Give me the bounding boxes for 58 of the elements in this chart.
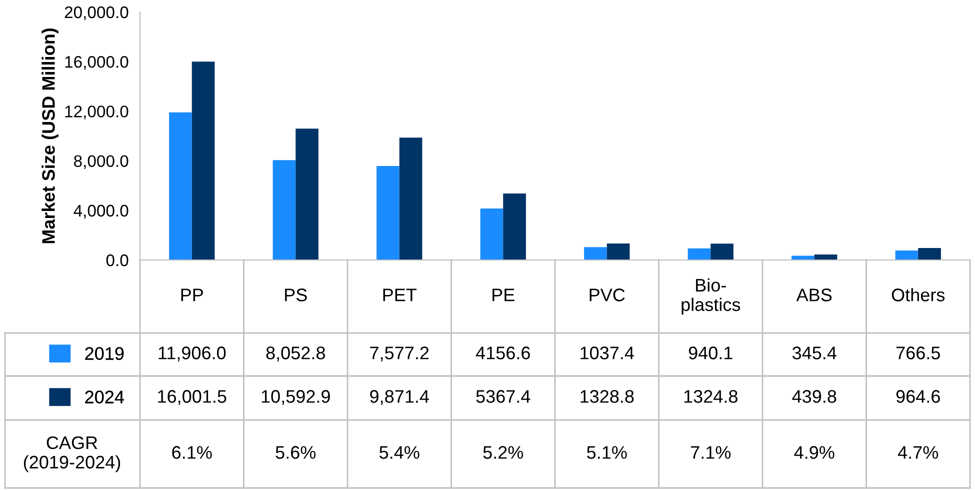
bar — [272, 160, 296, 260]
text: 4.9% — [794, 446, 834, 459]
data-label: 4156.6 — [476, 346, 530, 360]
bar — [688, 248, 711, 260]
bar — [480, 208, 504, 260]
bar — [584, 247, 607, 260]
bar — [606, 244, 630, 260]
data-label: 10,592.9 — [262, 390, 330, 405]
legend-label: 2024 — [85, 390, 124, 404]
text: 5.1% — [587, 446, 627, 459]
text: CAGR (2019-2024) — [24, 436, 120, 472]
bar — [169, 112, 192, 260]
data-label: 1324.8 — [684, 390, 738, 403]
x-tick-label: PE — [492, 288, 514, 302]
bar — [503, 193, 526, 260]
bar — [918, 248, 941, 260]
x-tick-label: Others — [892, 288, 945, 302]
bar — [376, 166, 400, 260]
y-tick-label: 4,000.0 — [74, 204, 128, 219]
data-label: 766.5 — [896, 346, 940, 360]
data-label: 940.1 — [688, 346, 732, 360]
data-label: 8,052.8 — [266, 346, 325, 362]
bar — [192, 62, 215, 260]
bar — [814, 254, 838, 260]
data-label: 1328.8 — [580, 390, 634, 403]
data-label: 964.6 — [896, 390, 940, 403]
bar — [710, 244, 734, 260]
x-tick-label: PP — [181, 288, 203, 302]
x-tick-label: Bio- plastics — [682, 278, 740, 315]
y-axis-title: Market Size (USD Million) — [42, 28, 58, 244]
data-label: 439.8 — [792, 390, 836, 403]
text: 5.6% — [276, 446, 316, 459]
x-tick-label: ABS — [796, 288, 832, 302]
data-label: 1037.4 — [580, 346, 634, 360]
text: 7.1% — [690, 446, 731, 459]
y-tick-label: 20,000.0 — [64, 6, 128, 20]
data-label: 5367.4 — [476, 390, 530, 403]
data-label: 345.4 — [792, 346, 836, 360]
data-label: 11,906.0 — [158, 346, 226, 362]
text: 5.2% — [483, 446, 524, 459]
y-tick-label: 12,000.0 — [65, 106, 128, 120]
y-tick-label: 0.0 — [106, 254, 128, 266]
legend-label: 2019 — [85, 347, 124, 360]
data-label: 16,001.5 — [158, 390, 226, 405]
x-tick-label: PVC — [590, 288, 625, 302]
y-tick-label: 16,000.0 — [65, 56, 128, 70]
text: 6.1% — [172, 446, 212, 459]
bar — [895, 250, 918, 260]
text: 5.4% — [380, 446, 420, 459]
text: 4.7% — [898, 446, 938, 459]
x-tick-label: PS — [285, 288, 307, 302]
x-tick-label: PET — [383, 288, 417, 302]
bar — [399, 138, 422, 260]
data-label: 7,577.2 — [370, 346, 429, 362]
data-label: 9,871.4 — [370, 390, 429, 405]
bar — [792, 256, 814, 260]
y-tick-label: 8,000.0 — [74, 155, 128, 169]
bar — [296, 128, 318, 260]
